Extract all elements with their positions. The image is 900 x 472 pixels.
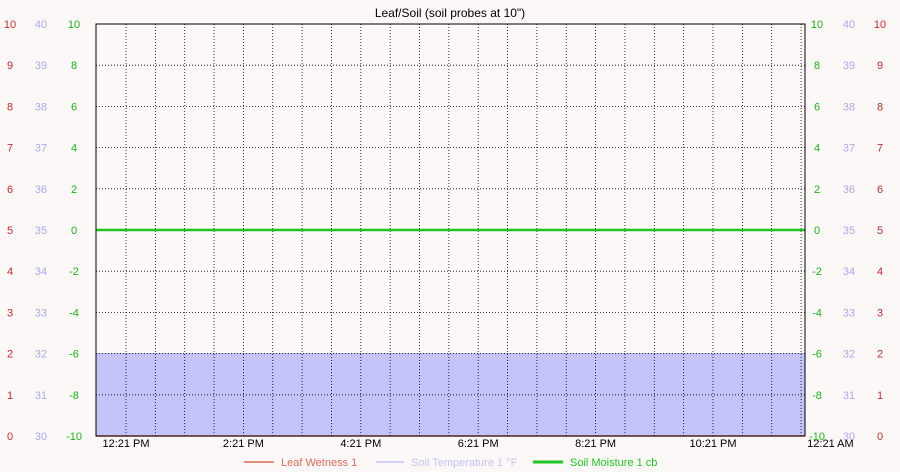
x-tick-label: 10:21 PM bbox=[689, 438, 736, 450]
y-tick-label-left-soil-temperature: 36 bbox=[35, 184, 47, 196]
chart-title: Leaf/Soil (soil probes at 10") bbox=[375, 6, 525, 20]
legend: Leaf Wetness 1 Soil Temperature 1 °F Soil … bbox=[244, 457, 657, 469]
y-tick-label-left-leaf-wetness: 1 bbox=[7, 390, 13, 402]
y-tick-label-right-leaf-wetness: 3 bbox=[877, 307, 883, 319]
y-tick-label-left-leaf-wetness: 10 bbox=[4, 19, 16, 31]
y-tick-label-left-soil-temperature: 34 bbox=[35, 266, 47, 278]
y-tick-label-right-soil-temperature: 34 bbox=[843, 266, 855, 278]
y-tick-label-right-soil-temperature: 37 bbox=[843, 143, 855, 155]
y-tick-label-right-soil-temperature: 36 bbox=[843, 184, 855, 196]
y-tick-label-left-soil-moisture: -10 bbox=[66, 431, 82, 443]
x-tick-label: 6:21 PM bbox=[458, 438, 499, 450]
y-tick-label-right-soil-moisture: -6 bbox=[812, 349, 822, 361]
y-tick-label-right-soil-moisture: 6 bbox=[814, 101, 820, 113]
y-tick-label-right-soil-temperature: 33 bbox=[843, 307, 855, 319]
y-tick-label-left-soil-moisture: 6 bbox=[71, 101, 77, 113]
x-tick-label: 2:21 PM bbox=[223, 438, 264, 450]
y-tick-label-right-leaf-wetness: 10 bbox=[874, 19, 886, 31]
y-tick-label-right-soil-moisture: 0 bbox=[814, 225, 820, 237]
y-tick-label-left-leaf-wetness: 7 bbox=[7, 143, 13, 155]
y-tick-label-right-leaf-wetness: 6 bbox=[877, 184, 883, 196]
y-tick-label-right-soil-temperature: 31 bbox=[843, 390, 855, 402]
y-tick-label-left-soil-temperature: 35 bbox=[35, 225, 47, 237]
y-tick-label-left-soil-temperature: 31 bbox=[35, 390, 47, 402]
y-tick-label-left-soil-moisture: 8 bbox=[71, 60, 77, 72]
x-tick-label: 12:21 AM bbox=[807, 438, 853, 450]
y-tick-label-left-soil-moisture: -8 bbox=[69, 390, 79, 402]
plot-frame bbox=[95, 23, 806, 437]
y-tick-label-right-soil-moisture: 10 bbox=[811, 19, 823, 31]
y-tick-label-right-soil-temperature: 30 bbox=[843, 431, 855, 443]
y-tick-label-left-soil-moisture: -2 bbox=[69, 266, 79, 278]
y-tick-label-right-leaf-wetness: 5 bbox=[877, 225, 883, 237]
legend-label: Leaf Wetness 1 bbox=[281, 457, 357, 469]
y-tick-label-left-leaf-wetness: 0 bbox=[7, 431, 13, 443]
y-tick-label-left-soil-temperature: 32 bbox=[35, 349, 47, 361]
y-tick-label-left-soil-temperature: 30 bbox=[35, 431, 47, 443]
y-tick-label-left-soil-temperature: 40 bbox=[35, 19, 47, 31]
legend-label: Soil Moisture 1 cb bbox=[570, 457, 657, 469]
x-tick-label: 4:21 PM bbox=[340, 438, 381, 450]
legend-label: Soil Temperature 1 °F bbox=[411, 457, 518, 469]
y-tick-label-left-leaf-wetness: 3 bbox=[7, 307, 13, 319]
y-tick-label-left-soil-moisture: 10 bbox=[68, 19, 80, 31]
y-tick-label-left-soil-moisture: -4 bbox=[69, 307, 79, 319]
y-tick-label-right-soil-moisture: 4 bbox=[814, 143, 820, 155]
y-tick-label-right-soil-temperature: 38 bbox=[843, 101, 855, 113]
y-tick-label-right-leaf-wetness: 4 bbox=[877, 266, 883, 278]
y-tick-label-left-soil-temperature: 33 bbox=[35, 307, 47, 319]
y-tick-label-right-soil-temperature: 40 bbox=[843, 19, 855, 31]
y-tick-label-left-soil-moisture: 0 bbox=[71, 225, 77, 237]
y-tick-label-right-soil-moisture: -4 bbox=[812, 307, 822, 319]
y-tick-label-right-leaf-wetness: 1 bbox=[877, 390, 883, 402]
x-tick-label: 8:21 PM bbox=[575, 438, 616, 450]
y-tick-label-left-soil-moisture: 2 bbox=[71, 184, 77, 196]
y-tick-label-left-soil-temperature: 39 bbox=[35, 60, 47, 72]
y-tick-label-left-soil-moisture: 4 bbox=[71, 143, 77, 155]
y-tick-label-right-leaf-wetness: 2 bbox=[877, 349, 883, 361]
y-tick-label-left-soil-temperature: 37 bbox=[35, 143, 47, 155]
y-tick-label-right-soil-temperature: 32 bbox=[843, 349, 855, 361]
y-tick-label-left-leaf-wetness: 6 bbox=[7, 184, 13, 196]
y-tick-label-left-leaf-wetness: 5 bbox=[7, 225, 13, 237]
y-tick-label-right-leaf-wetness: 8 bbox=[877, 101, 883, 113]
y-tick-label-left-leaf-wetness: 2 bbox=[7, 349, 13, 361]
y-tick-label-right-soil-moisture: -8 bbox=[812, 390, 822, 402]
y-tick-label-right-soil-moisture: 8 bbox=[814, 60, 820, 72]
y-tick-label-right-leaf-wetness: 9 bbox=[877, 60, 883, 72]
y-tick-label-left-leaf-wetness: 4 bbox=[7, 266, 13, 278]
plot-area bbox=[95, 23, 806, 437]
y-tick-label-right-soil-temperature: 39 bbox=[843, 60, 855, 72]
axes: 12:21 PM 2:21 PM 4:21 PM 6:21 PM 8:21 PM 10:2… bbox=[4, 19, 886, 450]
y-tick-label-right-leaf-wetness: 0 bbox=[877, 431, 883, 443]
y-tick-label-left-leaf-wetness: 9 bbox=[7, 60, 13, 72]
y-tick-label-right-soil-temperature: 35 bbox=[843, 225, 855, 237]
y-tick-label-right-soil-moisture: -2 bbox=[812, 266, 822, 278]
y-tick-label-left-soil-moisture: -6 bbox=[69, 349, 79, 361]
y-tick-label-right-soil-moisture: -10 bbox=[809, 431, 825, 443]
y-tick-label-left-soil-temperature: 38 bbox=[35, 101, 47, 113]
y-tick-label-right-leaf-wetness: 7 bbox=[877, 143, 883, 155]
y-tick-label-right-soil-moisture: 2 bbox=[814, 184, 820, 196]
x-tick-label: 12:21 PM bbox=[102, 438, 149, 450]
y-tick-label-left-leaf-wetness: 8 bbox=[7, 101, 13, 113]
